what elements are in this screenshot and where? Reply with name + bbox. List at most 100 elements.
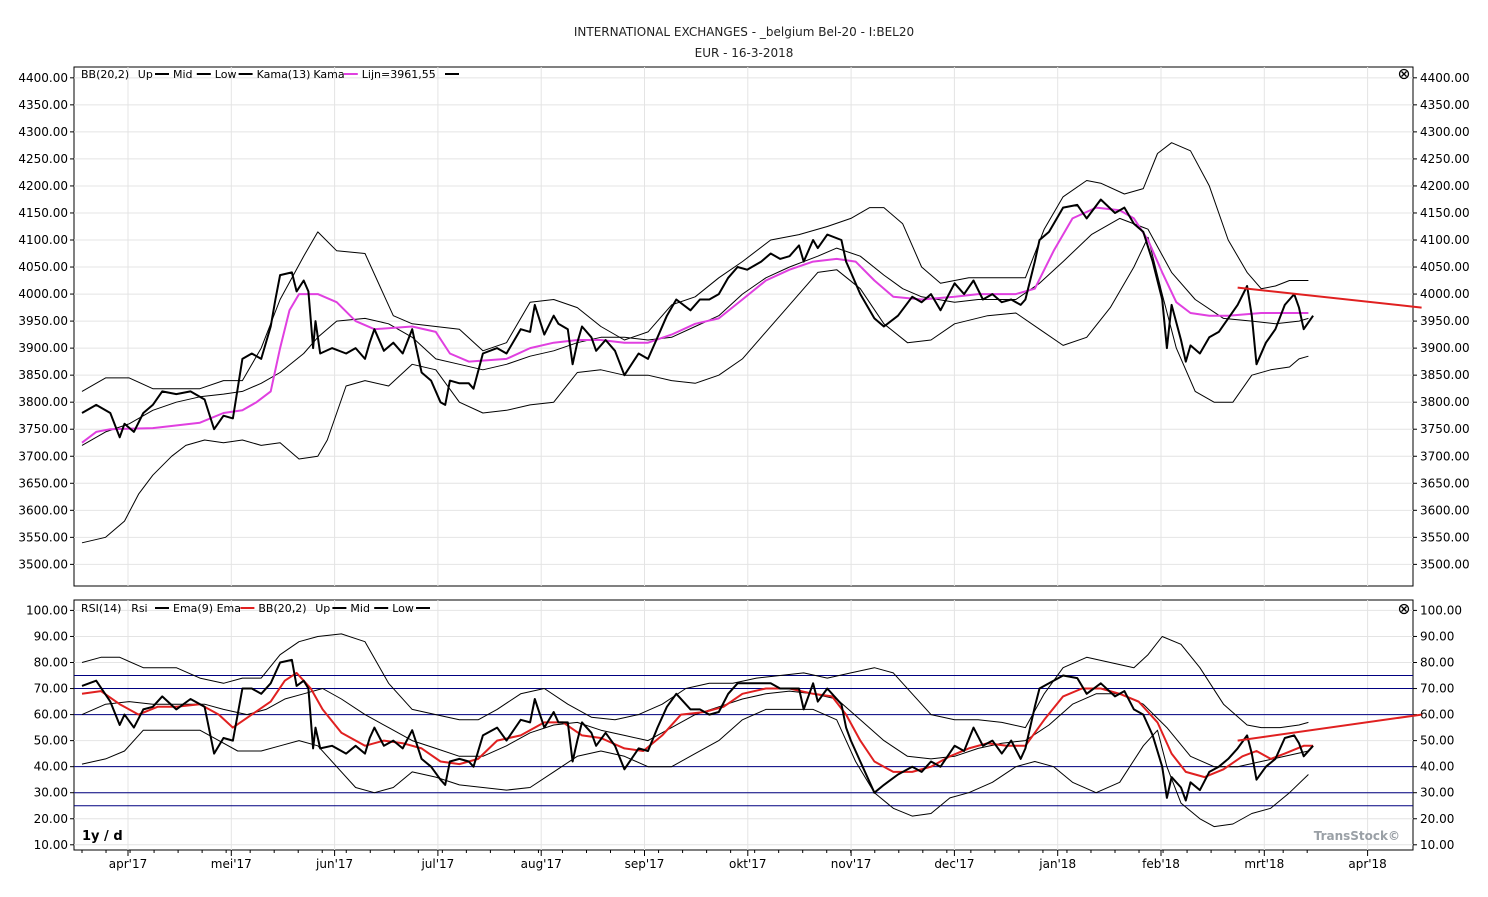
price-grid bbox=[74, 67, 1413, 586]
rsi-legend: RSI(14) Rsi Ema(9) Ema BB(20,2) Up Mid Low bbox=[81, 602, 430, 615]
price-trendline bbox=[1237, 286, 1422, 309]
y-tick-label-left: 4200.00 bbox=[18, 179, 68, 193]
legend-entry: Ema bbox=[217, 602, 241, 615]
y-tick-label-left: 80.00 bbox=[34, 656, 68, 670]
y-tick-label-left: 4150.00 bbox=[18, 206, 68, 220]
x-tick-label: jan'18 bbox=[1038, 857, 1076, 871]
y-tick-label-left: 3700.00 bbox=[18, 449, 68, 463]
y-tick-label-right: 3650.00 bbox=[1420, 476, 1470, 490]
legend-entry: Ema(9) bbox=[173, 602, 213, 615]
y-tick-label-right: 4400.00 bbox=[1420, 71, 1470, 85]
y-tick-label-right: 4250.00 bbox=[1420, 152, 1470, 166]
legend-entry: Kama(13) bbox=[257, 68, 311, 81]
rsi-level-lines bbox=[74, 675, 1413, 807]
kama-line bbox=[81, 206, 1309, 444]
price-y-axis-right: 3500.00 3550.00 3600.00 3650.00 3700.00 3750.… bbox=[1413, 71, 1470, 571]
price-series-group bbox=[81, 142, 1422, 544]
legend-entry: Mid bbox=[173, 68, 193, 81]
y-tick-label-right: 3950.00 bbox=[1420, 314, 1470, 328]
y-tick-label-right: 4000.00 bbox=[1420, 287, 1470, 301]
rsi-close-button[interactable] bbox=[1398, 603, 1410, 615]
x-tick-label: jul'17 bbox=[420, 857, 454, 871]
y-tick-label-left: 3500.00 bbox=[18, 557, 68, 571]
x-tick-label: okt'17 bbox=[729, 857, 767, 871]
y-tick-label-right: 20.00 bbox=[1420, 812, 1454, 826]
y-tick-label-right: 30.00 bbox=[1420, 786, 1454, 800]
y-tick-label-left: 50.00 bbox=[34, 734, 68, 748]
y-tick-label-right: 3800.00 bbox=[1420, 395, 1470, 409]
y-tick-label-left: 70.00 bbox=[34, 682, 68, 696]
y-tick-label-right: 3550.00 bbox=[1420, 530, 1470, 544]
chart-subtitle: EUR - 16-3-2018 bbox=[695, 46, 794, 60]
x-tick-label: mei'17 bbox=[211, 857, 252, 871]
rsi-bb-upper-line bbox=[81, 633, 1309, 729]
price-line bbox=[81, 198, 1314, 439]
rsi-ema-line bbox=[81, 671, 1314, 779]
y-tick-label-right: 60.00 bbox=[1420, 708, 1454, 722]
y-tick-label-right: 80.00 bbox=[1420, 656, 1454, 670]
bb-upper-line bbox=[81, 142, 1309, 392]
y-tick-label-right: 90.00 bbox=[1420, 629, 1454, 643]
rsi-trendline bbox=[1237, 713, 1422, 742]
y-tick-label-right: 40.00 bbox=[1420, 760, 1454, 774]
legend-entry: Low bbox=[392, 602, 414, 615]
legend-entry: Kama bbox=[313, 68, 344, 81]
y-tick-label-left: 40.00 bbox=[34, 760, 68, 774]
rsi-line bbox=[81, 658, 1314, 802]
y-tick-label-left: 4300.00 bbox=[18, 125, 68, 139]
y-tick-label-left: 4100.00 bbox=[18, 233, 68, 247]
price-legend: BB(20,2) Up Mid Low Kama(13) Kama Lijn=3961,55 bbox=[81, 68, 459, 81]
y-tick-label-right: 3750.00 bbox=[1420, 422, 1470, 436]
x-tick-label: mrt'18 bbox=[1244, 857, 1284, 871]
y-tick-label-right: 3500.00 bbox=[1420, 557, 1470, 571]
x-tick-label: feb'18 bbox=[1142, 857, 1180, 871]
y-tick-label-left: 4250.00 bbox=[18, 152, 68, 166]
x-tick-label: jun'17 bbox=[315, 857, 353, 871]
y-tick-label-left: 3850.00 bbox=[18, 368, 68, 382]
legend-entry: Up bbox=[315, 602, 330, 615]
y-tick-label-left: 4350.00 bbox=[18, 98, 68, 112]
y-tick-label-right: 3850.00 bbox=[1420, 368, 1470, 382]
x-tick-label: nov'17 bbox=[831, 857, 872, 871]
price-panel bbox=[73, 66, 1414, 587]
x-tick-label: aug'17 bbox=[521, 857, 562, 871]
legend-entry: Up bbox=[138, 68, 153, 81]
legend-entry: BB(20,2) bbox=[258, 602, 306, 615]
rsi-y-axis-left: 10.00 20.00 30.00 40.00 50.00 60.00 70.00 80.00… bbox=[26, 603, 74, 852]
price-y-axis-left: 3500.00 3550.00 3600.00 3650.00 3700.00 3750.… bbox=[18, 71, 74, 571]
legend-entry: Rsi bbox=[131, 602, 147, 615]
y-tick-label-right: 100.00 bbox=[1420, 603, 1462, 617]
y-tick-label-left: 20.00 bbox=[34, 812, 68, 826]
y-tick-label-left: 100.00 bbox=[26, 603, 68, 617]
y-tick-label-left: 4400.00 bbox=[18, 71, 68, 85]
chart-title: INTERNATIONAL EXCHANGES - _belgium Bel-2… bbox=[574, 25, 914, 39]
legend-entry: Low bbox=[215, 68, 237, 81]
y-tick-label-right: 4350.00 bbox=[1420, 98, 1470, 112]
y-tick-label-left: 60.00 bbox=[34, 708, 68, 722]
x-tick-label: apr'17 bbox=[109, 857, 147, 871]
y-tick-label-right: 3600.00 bbox=[1420, 503, 1470, 517]
y-tick-label-left: 90.00 bbox=[34, 629, 68, 643]
y-tick-label-right: 70.00 bbox=[1420, 682, 1454, 696]
y-tick-label-left: 3800.00 bbox=[18, 395, 68, 409]
y-tick-label-right: 4100.00 bbox=[1420, 233, 1470, 247]
x-axis: apr'17 mei'17 jun'17 jul'17 aug'17 sep'17 okt'… bbox=[81, 850, 1387, 871]
y-tick-label-right: 4050.00 bbox=[1420, 260, 1470, 274]
y-tick-label-right: 4300.00 bbox=[1420, 125, 1470, 139]
x-tick-label: sep'17 bbox=[625, 857, 665, 871]
y-tick-label-left: 3900.00 bbox=[18, 341, 68, 355]
x-tick-label: apr'18 bbox=[1348, 857, 1386, 871]
rsi-bb-lower-line bbox=[81, 708, 1309, 828]
timeframe-label: 1y / d bbox=[82, 829, 123, 844]
price-close-button[interactable] bbox=[1398, 68, 1410, 80]
y-tick-label-left: 3650.00 bbox=[18, 476, 68, 490]
y-tick-label-left: 3600.00 bbox=[18, 503, 68, 517]
y-tick-label-left: 4000.00 bbox=[18, 287, 68, 301]
rsi-y-axis-right: 10.00 20.00 30.00 40.00 50.00 60.00 70.00 80.00… bbox=[1413, 603, 1462, 852]
y-tick-label-left: 3950.00 bbox=[18, 314, 68, 328]
y-tick-label-left: 10.00 bbox=[34, 838, 68, 852]
y-tick-label-right: 4200.00 bbox=[1420, 179, 1470, 193]
brand-label: TransStock© bbox=[1314, 829, 1400, 843]
rsi-series-group bbox=[81, 633, 1422, 828]
